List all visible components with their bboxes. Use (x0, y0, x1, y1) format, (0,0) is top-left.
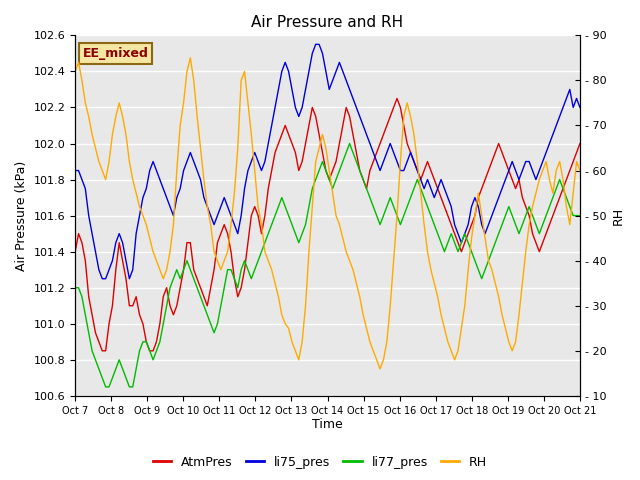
Text: EE_mixed: EE_mixed (83, 47, 148, 60)
AtmPres (359, 177, 367, 182)
RH (427, 267, 435, 273)
AtmPres (427, 168, 435, 173)
RH (241, 69, 248, 74)
li75_pres (495, 195, 502, 201)
AtmPres (576, 141, 584, 146)
li75_pres (241, 186, 248, 192)
RH (359, 312, 367, 318)
li75_pres (275, 86, 282, 92)
RH (339, 235, 347, 241)
AtmPres (241, 267, 248, 273)
AtmPres (339, 122, 347, 128)
RH (275, 294, 282, 300)
RH (576, 168, 584, 173)
RH (495, 294, 502, 300)
li75_pres (312, 41, 319, 47)
li77_pres (576, 213, 584, 218)
li77_pres (71, 285, 79, 290)
li77_pres (339, 159, 347, 165)
li77_pres (102, 384, 109, 390)
AtmPres (393, 96, 401, 101)
AtmPres (99, 348, 106, 354)
Line: li75_pres: li75_pres (75, 44, 580, 279)
li77_pres (363, 186, 371, 192)
li75_pres (99, 276, 106, 282)
li77_pres (495, 231, 502, 237)
Line: li77_pres: li77_pres (75, 144, 580, 387)
AtmPres (275, 141, 282, 146)
X-axis label: Time: Time (312, 419, 343, 432)
Y-axis label: RH: RH (612, 206, 625, 225)
li77_pres (275, 204, 282, 209)
Line: RH: RH (75, 58, 580, 369)
RH (71, 69, 79, 74)
li75_pres (363, 132, 371, 137)
li75_pres (576, 105, 584, 110)
RH (376, 366, 384, 372)
RH (186, 55, 194, 61)
AtmPres (495, 141, 502, 146)
li77_pres (241, 258, 248, 264)
Y-axis label: Air Pressure (kPa): Air Pressure (kPa) (15, 160, 28, 271)
li77_pres (427, 213, 435, 218)
li75_pres (71, 168, 79, 173)
AtmPres (71, 249, 79, 254)
Line: AtmPres: AtmPres (75, 98, 580, 351)
Title: Air Pressure and RH: Air Pressure and RH (252, 15, 404, 30)
li75_pres (427, 186, 435, 192)
li77_pres (346, 141, 353, 146)
Legend: AtmPres, li75_pres, li77_pres, RH: AtmPres, li75_pres, li77_pres, RH (148, 451, 492, 474)
li75_pres (342, 78, 350, 84)
